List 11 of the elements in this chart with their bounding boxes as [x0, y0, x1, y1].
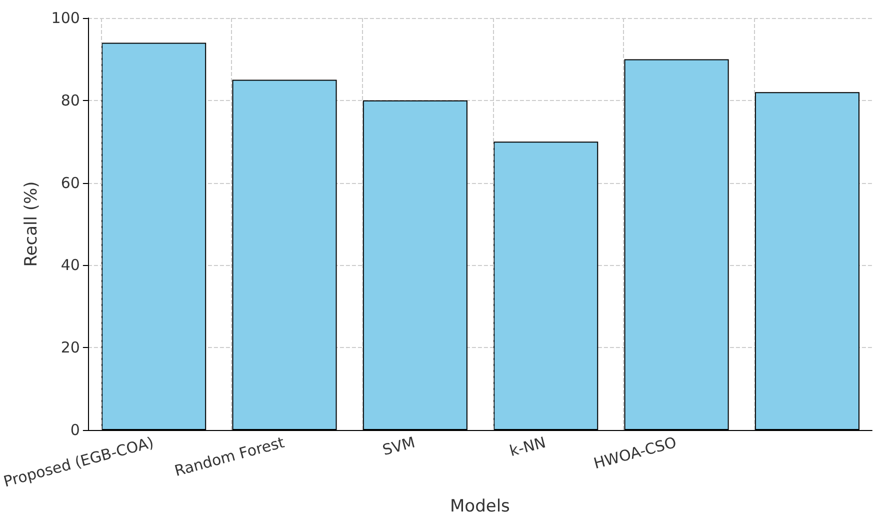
x-axis-title: Models [450, 496, 510, 516]
y-tick-label: 100 [51, 9, 80, 27]
y-tick-label: 20 [60, 338, 80, 357]
y-tick-label: 80 [60, 91, 80, 110]
y-tick-label: 60 [60, 174, 80, 192]
y-tick-label: 40 [60, 256, 80, 274]
y-tick-label: 0 [70, 421, 80, 439]
y-axis-title: Recall (%) [21, 181, 42, 267]
x-tick-label: SVM [380, 433, 417, 460]
x-tick-label: Random Forest [172, 433, 286, 480]
x-tick-label: k-NN [508, 433, 548, 460]
